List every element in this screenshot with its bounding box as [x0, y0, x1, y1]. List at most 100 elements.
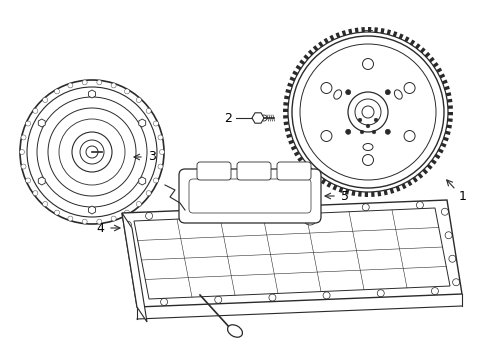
- Circle shape: [373, 118, 377, 122]
- Polygon shape: [307, 50, 313, 55]
- Polygon shape: [283, 121, 288, 125]
- Polygon shape: [284, 95, 289, 99]
- Circle shape: [33, 191, 38, 195]
- Circle shape: [21, 164, 26, 169]
- Polygon shape: [434, 154, 440, 159]
- Polygon shape: [440, 143, 446, 148]
- Polygon shape: [383, 190, 387, 195]
- Circle shape: [158, 135, 163, 140]
- Circle shape: [371, 130, 375, 134]
- Polygon shape: [370, 192, 374, 197]
- Circle shape: [21, 135, 26, 140]
- Polygon shape: [406, 180, 411, 186]
- Circle shape: [403, 130, 414, 141]
- Circle shape: [360, 130, 363, 134]
- Circle shape: [124, 210, 129, 215]
- Polygon shape: [323, 38, 328, 44]
- Polygon shape: [422, 168, 427, 174]
- Polygon shape: [344, 189, 348, 195]
- Polygon shape: [361, 27, 364, 32]
- Circle shape: [54, 210, 60, 215]
- Polygon shape: [284, 127, 289, 132]
- Ellipse shape: [227, 325, 242, 337]
- Polygon shape: [424, 52, 429, 58]
- Circle shape: [111, 83, 116, 88]
- Circle shape: [358, 118, 361, 122]
- Polygon shape: [441, 80, 447, 84]
- Circle shape: [33, 108, 38, 113]
- Polygon shape: [367, 27, 370, 32]
- Polygon shape: [446, 99, 451, 103]
- Polygon shape: [290, 145, 296, 150]
- Polygon shape: [312, 45, 318, 51]
- Polygon shape: [437, 148, 443, 153]
- Polygon shape: [283, 115, 287, 119]
- Polygon shape: [292, 71, 298, 76]
- Circle shape: [362, 154, 373, 166]
- Polygon shape: [445, 92, 450, 96]
- Polygon shape: [432, 62, 438, 68]
- Text: 2: 2: [224, 112, 231, 125]
- Text: 4: 4: [96, 221, 104, 234]
- Polygon shape: [287, 140, 293, 144]
- Polygon shape: [357, 192, 361, 197]
- Polygon shape: [122, 200, 461, 307]
- Polygon shape: [447, 112, 452, 115]
- Polygon shape: [297, 157, 303, 162]
- Polygon shape: [446, 125, 451, 129]
- Circle shape: [146, 108, 151, 113]
- Polygon shape: [411, 177, 417, 183]
- Polygon shape: [317, 41, 323, 47]
- Circle shape: [158, 164, 163, 169]
- Polygon shape: [364, 192, 367, 197]
- Circle shape: [97, 219, 102, 224]
- Circle shape: [146, 191, 151, 195]
- Polygon shape: [414, 43, 420, 49]
- Polygon shape: [299, 59, 305, 65]
- Polygon shape: [377, 191, 381, 197]
- Polygon shape: [435, 68, 441, 73]
- Polygon shape: [329, 35, 334, 41]
- Circle shape: [25, 178, 30, 183]
- Polygon shape: [386, 30, 390, 35]
- FancyBboxPatch shape: [237, 162, 270, 180]
- FancyBboxPatch shape: [276, 162, 310, 180]
- Circle shape: [403, 82, 414, 94]
- FancyBboxPatch shape: [179, 169, 320, 223]
- Polygon shape: [426, 164, 432, 170]
- Polygon shape: [332, 185, 337, 190]
- Polygon shape: [404, 36, 408, 42]
- Circle shape: [68, 83, 73, 88]
- Circle shape: [42, 98, 47, 103]
- Polygon shape: [417, 173, 422, 179]
- FancyBboxPatch shape: [197, 162, 230, 180]
- Polygon shape: [305, 166, 311, 172]
- Polygon shape: [285, 134, 291, 138]
- Polygon shape: [341, 30, 346, 36]
- Circle shape: [153, 121, 158, 126]
- Polygon shape: [354, 28, 358, 33]
- Circle shape: [345, 90, 350, 95]
- Circle shape: [20, 149, 24, 154]
- Polygon shape: [283, 109, 287, 112]
- Circle shape: [385, 90, 389, 95]
- Polygon shape: [351, 190, 355, 196]
- Circle shape: [153, 178, 158, 183]
- Circle shape: [362, 58, 373, 69]
- Circle shape: [136, 202, 141, 207]
- Circle shape: [82, 80, 87, 85]
- Text: 5: 5: [340, 189, 348, 202]
- Polygon shape: [285, 89, 290, 93]
- Polygon shape: [380, 28, 384, 33]
- Polygon shape: [438, 73, 444, 78]
- Polygon shape: [320, 179, 325, 184]
- Polygon shape: [447, 105, 452, 109]
- Polygon shape: [347, 29, 352, 34]
- Polygon shape: [442, 137, 448, 141]
- Circle shape: [54, 89, 60, 94]
- Text: 1: 1: [458, 189, 466, 202]
- Circle shape: [320, 82, 331, 94]
- Circle shape: [366, 124, 369, 128]
- Polygon shape: [293, 151, 299, 156]
- Circle shape: [261, 115, 266, 121]
